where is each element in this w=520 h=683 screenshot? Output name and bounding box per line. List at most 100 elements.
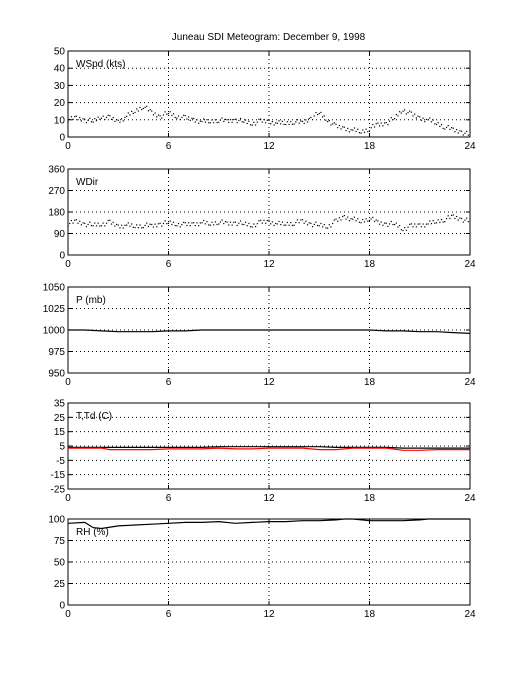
wind-direction-point <box>352 218 354 220</box>
wind-direction-point <box>122 227 124 229</box>
wind-direction-point <box>410 223 412 225</box>
wind-speed-point <box>385 122 387 124</box>
wind-speed-point <box>454 131 456 133</box>
wind-direction-point <box>363 221 366 223</box>
wind-direction-point <box>333 219 335 221</box>
wind-direction-point <box>437 219 439 221</box>
wind-direction-xtick-label: 6 <box>166 259 172 270</box>
wind-direction-point <box>246 225 248 227</box>
wind-direction-point <box>241 223 243 225</box>
wind-speed-point <box>452 127 454 129</box>
wind-speed-point <box>198 122 200 124</box>
wind-speed-point <box>87 119 89 122</box>
wind-direction-point <box>115 223 118 225</box>
wind-speed-point <box>97 116 99 118</box>
wind-speed-point <box>127 112 129 114</box>
wind-speed-point <box>328 119 330 122</box>
temp-dewpoint-xtick-label: 6 <box>166 493 172 504</box>
wind-direction-point <box>117 224 119 226</box>
wind-speed-point <box>159 115 161 117</box>
wind-speed-point <box>275 122 277 124</box>
wind-direction-point <box>176 225 178 227</box>
wind-direction-point <box>127 222 129 224</box>
wind-direction-point <box>226 221 228 223</box>
wind-speed-point <box>142 107 144 110</box>
wind-speed-point <box>226 119 228 121</box>
wind-direction-point <box>244 221 247 223</box>
wind-direction-point <box>377 220 379 222</box>
wind-direction-point <box>322 226 324 228</box>
wind-speed-point <box>79 116 81 119</box>
temp-dewpoint-ytick-label: 35 <box>54 399 66 410</box>
wind-speed-point <box>435 123 438 126</box>
wind-direction-point <box>420 226 423 228</box>
wind-direction-point <box>442 221 444 223</box>
wind-direction-point <box>239 220 242 222</box>
temp-dewpoint-ytick-label: 5 <box>59 442 65 453</box>
wind-speed-point <box>122 120 124 122</box>
wind-direction-point <box>157 223 160 225</box>
wind-direction-point <box>300 219 302 221</box>
wind-direction-point <box>189 225 191 227</box>
wind-direction-point <box>288 224 290 226</box>
wind-direction-point <box>238 222 240 224</box>
wind-speed-point <box>191 117 193 119</box>
wind-direction-point <box>342 215 344 218</box>
wind-direction-point <box>193 222 195 224</box>
wind-direction-point <box>348 220 350 222</box>
wind-direction-point <box>332 222 334 225</box>
wind-speed-point <box>430 121 433 123</box>
pressure-ytick-label: 975 <box>48 347 65 358</box>
wind-speed-point <box>390 117 392 119</box>
wind-direction-point <box>216 223 218 226</box>
wind-direction-point <box>80 224 82 226</box>
wind-direction-point <box>198 225 200 227</box>
wind-speed-point <box>174 116 176 119</box>
wind-direction-point <box>285 224 287 226</box>
wind-speed-ytick-label: 0 <box>59 133 65 144</box>
pressure-panel: 0 6 12 18 24 950 975 1000 1025 1050 P (mb) <box>43 283 476 389</box>
temp-dewpoint-ytick-label: -25 <box>51 485 66 496</box>
wind-direction-point <box>343 214 345 217</box>
wind-speed-point <box>352 129 354 131</box>
relative-humidity-panel: 0 6 12 18 24 0 25 50 75 100 RH (%) <box>48 515 476 621</box>
wind-direction-point <box>419 223 421 225</box>
wind-direction-point <box>445 218 448 220</box>
wind-speed-point <box>325 119 327 121</box>
wind-direction-point <box>139 224 141 226</box>
wind-direction-point <box>149 223 151 225</box>
wind-speed-point <box>161 117 163 119</box>
wind-speed-point <box>306 121 309 123</box>
wind-speed-point <box>186 118 188 120</box>
wind-direction-point <box>75 219 77 221</box>
wind-direction-point <box>358 221 361 223</box>
wind-speed-point <box>236 122 238 124</box>
wind-direction-point <box>82 222 84 224</box>
wind-direction-point <box>236 224 238 227</box>
wind-speed-point <box>177 115 180 117</box>
wind-speed-point <box>440 124 443 126</box>
relative-humidity-ytick-label: 100 <box>48 515 65 526</box>
wind-direction-point <box>412 226 414 228</box>
wind-direction-point <box>375 219 377 221</box>
wind-speed-point <box>104 118 106 121</box>
wind-direction-point <box>260 219 262 221</box>
wind-direction-point <box>320 222 322 225</box>
wind-direction-point <box>209 224 211 226</box>
wind-direction-xtick-label: 0 <box>65 259 71 270</box>
wind-direction-point <box>422 223 424 225</box>
wind-speed-point <box>365 128 367 130</box>
wind-speed-point <box>100 117 103 119</box>
wind-direction-point <box>305 220 307 222</box>
wind-speed-ytick-label: 50 <box>54 47 66 58</box>
wind-direction-point <box>213 224 215 226</box>
wind-direction-point <box>218 223 220 225</box>
wind-speed-point <box>419 116 421 118</box>
wind-speed-point <box>221 117 223 119</box>
temp-dewpoint-ytick-label: -5 <box>56 456 65 467</box>
wind-speed-point <box>397 115 399 117</box>
wind-speed-point <box>422 117 424 119</box>
wind-speed-point <box>244 119 247 121</box>
wind-speed-point <box>107 114 109 116</box>
wind-speed-point <box>445 126 448 128</box>
